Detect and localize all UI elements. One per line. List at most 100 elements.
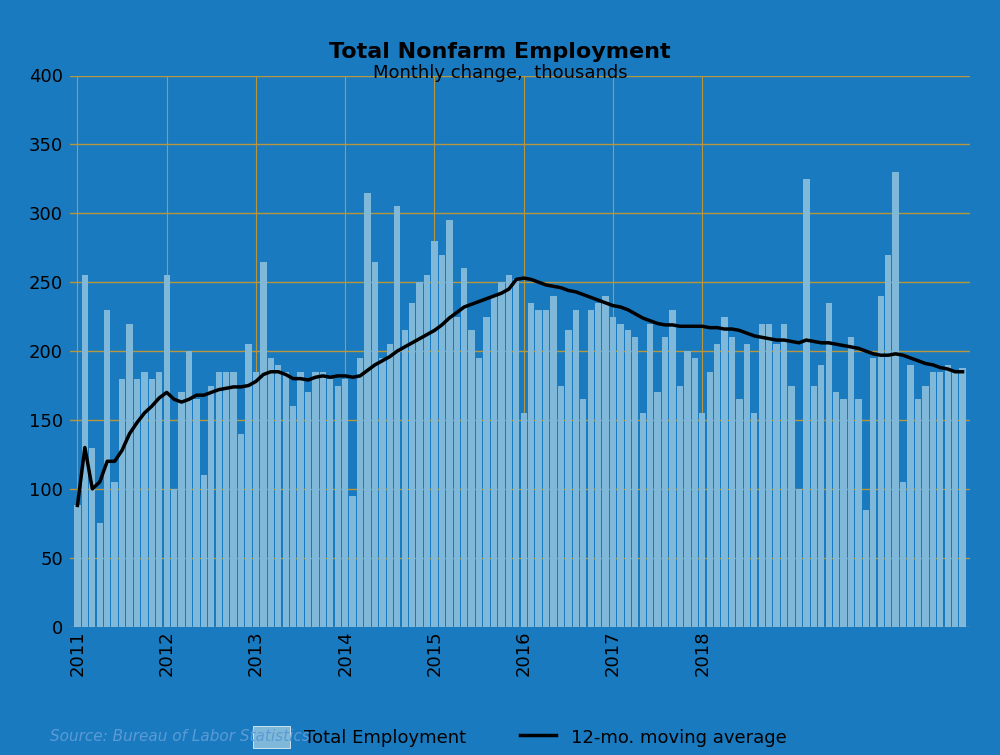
Bar	[788, 386, 795, 627]
Bar	[491, 296, 497, 627]
Bar	[811, 386, 817, 627]
Bar	[208, 386, 214, 627]
Bar	[662, 337, 668, 627]
Bar	[885, 254, 891, 627]
Bar	[535, 310, 542, 627]
Bar	[937, 371, 943, 627]
Bar	[476, 358, 482, 627]
Bar	[431, 241, 438, 627]
Bar	[669, 310, 676, 627]
Bar	[721, 316, 728, 627]
Bar	[818, 365, 824, 627]
Bar	[654, 393, 661, 627]
Bar	[74, 505, 81, 627]
Bar	[759, 323, 765, 627]
Bar	[201, 475, 207, 627]
Bar	[342, 379, 348, 627]
Bar	[565, 331, 572, 627]
Text: Source: Bureau of Labor Statistics: Source: Bureau of Labor Statistics	[50, 729, 310, 744]
Bar	[513, 279, 519, 627]
Bar	[907, 365, 914, 627]
Bar	[930, 371, 936, 627]
Bar	[402, 331, 408, 627]
Bar	[245, 344, 252, 627]
Bar	[156, 371, 162, 627]
Bar	[796, 489, 802, 627]
Bar	[416, 282, 423, 627]
Bar	[699, 413, 705, 627]
Bar	[617, 323, 624, 627]
Bar	[111, 482, 118, 627]
Bar	[625, 331, 631, 627]
Legend: Total Employment, 12-mo. moving average: Total Employment, 12-mo. moving average	[246, 719, 794, 755]
Bar	[863, 510, 869, 627]
Bar	[692, 358, 698, 627]
Bar	[729, 337, 735, 627]
Bar	[372, 261, 378, 627]
Bar	[260, 261, 267, 627]
Bar	[275, 365, 281, 627]
Bar	[409, 303, 415, 627]
Bar	[558, 386, 564, 627]
Bar	[640, 413, 646, 627]
Bar	[335, 386, 341, 627]
Bar	[870, 358, 876, 627]
Bar	[104, 310, 110, 627]
Bar	[253, 371, 259, 627]
Bar	[394, 206, 400, 627]
Bar	[610, 316, 616, 627]
Bar	[446, 220, 453, 627]
Bar	[320, 371, 326, 627]
Bar	[297, 371, 304, 627]
Bar	[684, 351, 691, 627]
Bar	[707, 371, 713, 627]
Bar	[550, 296, 557, 627]
Bar	[588, 310, 594, 627]
Bar	[424, 276, 430, 627]
Bar	[595, 303, 601, 627]
Bar	[915, 399, 921, 627]
Bar	[647, 323, 653, 627]
Bar	[714, 344, 720, 627]
Bar	[677, 386, 683, 627]
Bar	[89, 448, 95, 627]
Bar	[833, 393, 839, 627]
Text: Total Nonfarm Employment: Total Nonfarm Employment	[329, 42, 671, 61]
Bar	[959, 368, 966, 627]
Bar	[216, 371, 222, 627]
Text: Monthly change,  thousands: Monthly change, thousands	[373, 64, 627, 82]
Bar	[119, 379, 125, 627]
Bar	[803, 179, 810, 627]
Bar	[506, 276, 512, 627]
Bar	[781, 323, 787, 627]
Bar	[900, 482, 906, 627]
Bar	[312, 371, 319, 627]
Bar	[268, 358, 274, 627]
Bar	[126, 323, 133, 627]
Bar	[283, 371, 289, 627]
Bar	[498, 282, 505, 627]
Bar	[736, 399, 743, 627]
Bar	[855, 399, 862, 627]
Bar	[349, 496, 356, 627]
Bar	[878, 296, 884, 627]
Bar	[149, 379, 155, 627]
Bar	[193, 399, 200, 627]
Bar	[848, 337, 854, 627]
Bar	[521, 413, 527, 627]
Bar	[238, 433, 244, 627]
Bar	[528, 303, 534, 627]
Bar	[826, 303, 832, 627]
Bar	[922, 386, 929, 627]
Bar	[744, 344, 750, 627]
Bar	[952, 371, 958, 627]
Bar	[773, 344, 780, 627]
Bar	[357, 358, 363, 627]
Bar	[97, 523, 103, 627]
Bar	[543, 310, 549, 627]
Bar	[580, 399, 586, 627]
Bar	[751, 413, 757, 627]
Bar	[766, 323, 772, 627]
Bar	[364, 193, 371, 627]
Bar	[439, 254, 445, 627]
